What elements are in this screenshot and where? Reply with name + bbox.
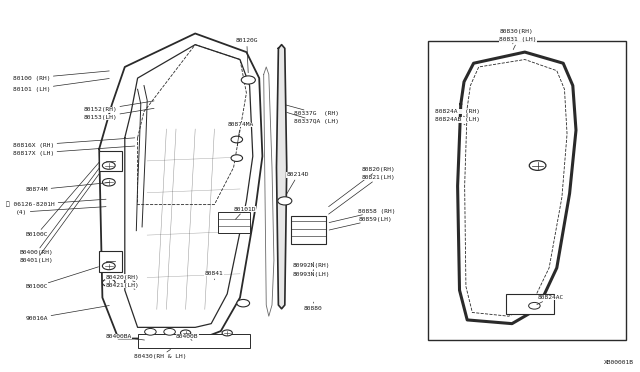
Text: 80214D: 80214D — [286, 172, 309, 195]
Text: 80152(RH): 80152(RH) — [83, 101, 154, 112]
Text: 90016A: 90016A — [26, 305, 109, 321]
Bar — [99, 251, 122, 272]
Circle shape — [222, 330, 232, 336]
Circle shape — [164, 328, 175, 335]
Circle shape — [529, 161, 546, 170]
Circle shape — [102, 162, 115, 169]
Text: B0400(RH): B0400(RH) — [19, 168, 99, 256]
Text: 80120G: 80120G — [236, 38, 258, 73]
Bar — [218, 212, 250, 232]
Text: 80420(RH): 80420(RH) — [106, 275, 140, 282]
Text: 80859(LH): 80859(LH) — [329, 217, 392, 230]
Text: 80101D: 80101D — [234, 206, 256, 219]
Text: B0100C: B0100C — [26, 162, 99, 237]
Text: 80874M: 80874M — [26, 183, 109, 192]
Text: (4): (4) — [16, 206, 106, 215]
Bar — [138, 334, 250, 348]
Text: 80880: 80880 — [304, 302, 323, 311]
Bar — [428, 41, 626, 340]
Text: B0100C: B0100C — [26, 267, 99, 289]
Text: 80824AC: 80824AC — [537, 295, 564, 305]
Text: 80100 (RH): 80100 (RH) — [13, 71, 109, 81]
Text: 80824A  (RH): 80824A (RH) — [435, 109, 480, 117]
Circle shape — [237, 299, 250, 307]
Text: 80831 (LH): 80831 (LH) — [499, 37, 537, 49]
Text: 80858 (RH): 80858 (RH) — [329, 209, 396, 222]
Circle shape — [102, 179, 115, 186]
Text: 80841: 80841 — [205, 271, 223, 280]
Text: 80874MA: 80874MA — [227, 122, 253, 146]
Text: 80153(LH): 80153(LH) — [83, 108, 154, 120]
Bar — [506, 294, 554, 314]
Bar — [99, 151, 122, 171]
Text: 80824AB (LH): 80824AB (LH) — [435, 117, 480, 125]
Circle shape — [278, 197, 292, 205]
Text: 80993N(LH): 80993N(LH) — [293, 270, 331, 277]
Text: 80101 (LH): 80101 (LH) — [13, 78, 109, 92]
Text: 80421(LH): 80421(LH) — [106, 283, 140, 289]
Text: 80401(LH): 80401(LH) — [19, 173, 99, 263]
Circle shape — [102, 279, 115, 286]
Circle shape — [231, 155, 243, 161]
Text: 80816X (RH): 80816X (RH) — [13, 138, 135, 148]
Text: 80820(RH): 80820(RH) — [328, 167, 396, 207]
Text: 80992N(RH): 80992N(RH) — [293, 262, 331, 269]
Circle shape — [241, 76, 255, 84]
Text: 80821(LH): 80821(LH) — [328, 175, 396, 214]
Text: 80337G  (RH): 80337G (RH) — [285, 105, 339, 116]
Circle shape — [529, 302, 540, 309]
Bar — [291, 216, 326, 244]
Circle shape — [145, 328, 156, 335]
Circle shape — [102, 262, 115, 270]
Text: 80817X (LH): 80817X (LH) — [13, 146, 135, 156]
Text: 80400B: 80400B — [176, 334, 198, 340]
Text: XB00001B: XB00001B — [604, 360, 634, 365]
Text: 80430(RH & LH): 80430(RH & LH) — [134, 349, 187, 359]
Polygon shape — [276, 45, 287, 309]
Circle shape — [180, 330, 191, 336]
Text: 80400BA: 80400BA — [106, 334, 145, 340]
Text: 80337QA (LH): 80337QA (LH) — [287, 112, 339, 124]
Circle shape — [231, 136, 243, 143]
Text: Ⓑ 06126-8201H: Ⓑ 06126-8201H — [6, 199, 106, 208]
Text: 80830(RH): 80830(RH) — [499, 29, 533, 44]
